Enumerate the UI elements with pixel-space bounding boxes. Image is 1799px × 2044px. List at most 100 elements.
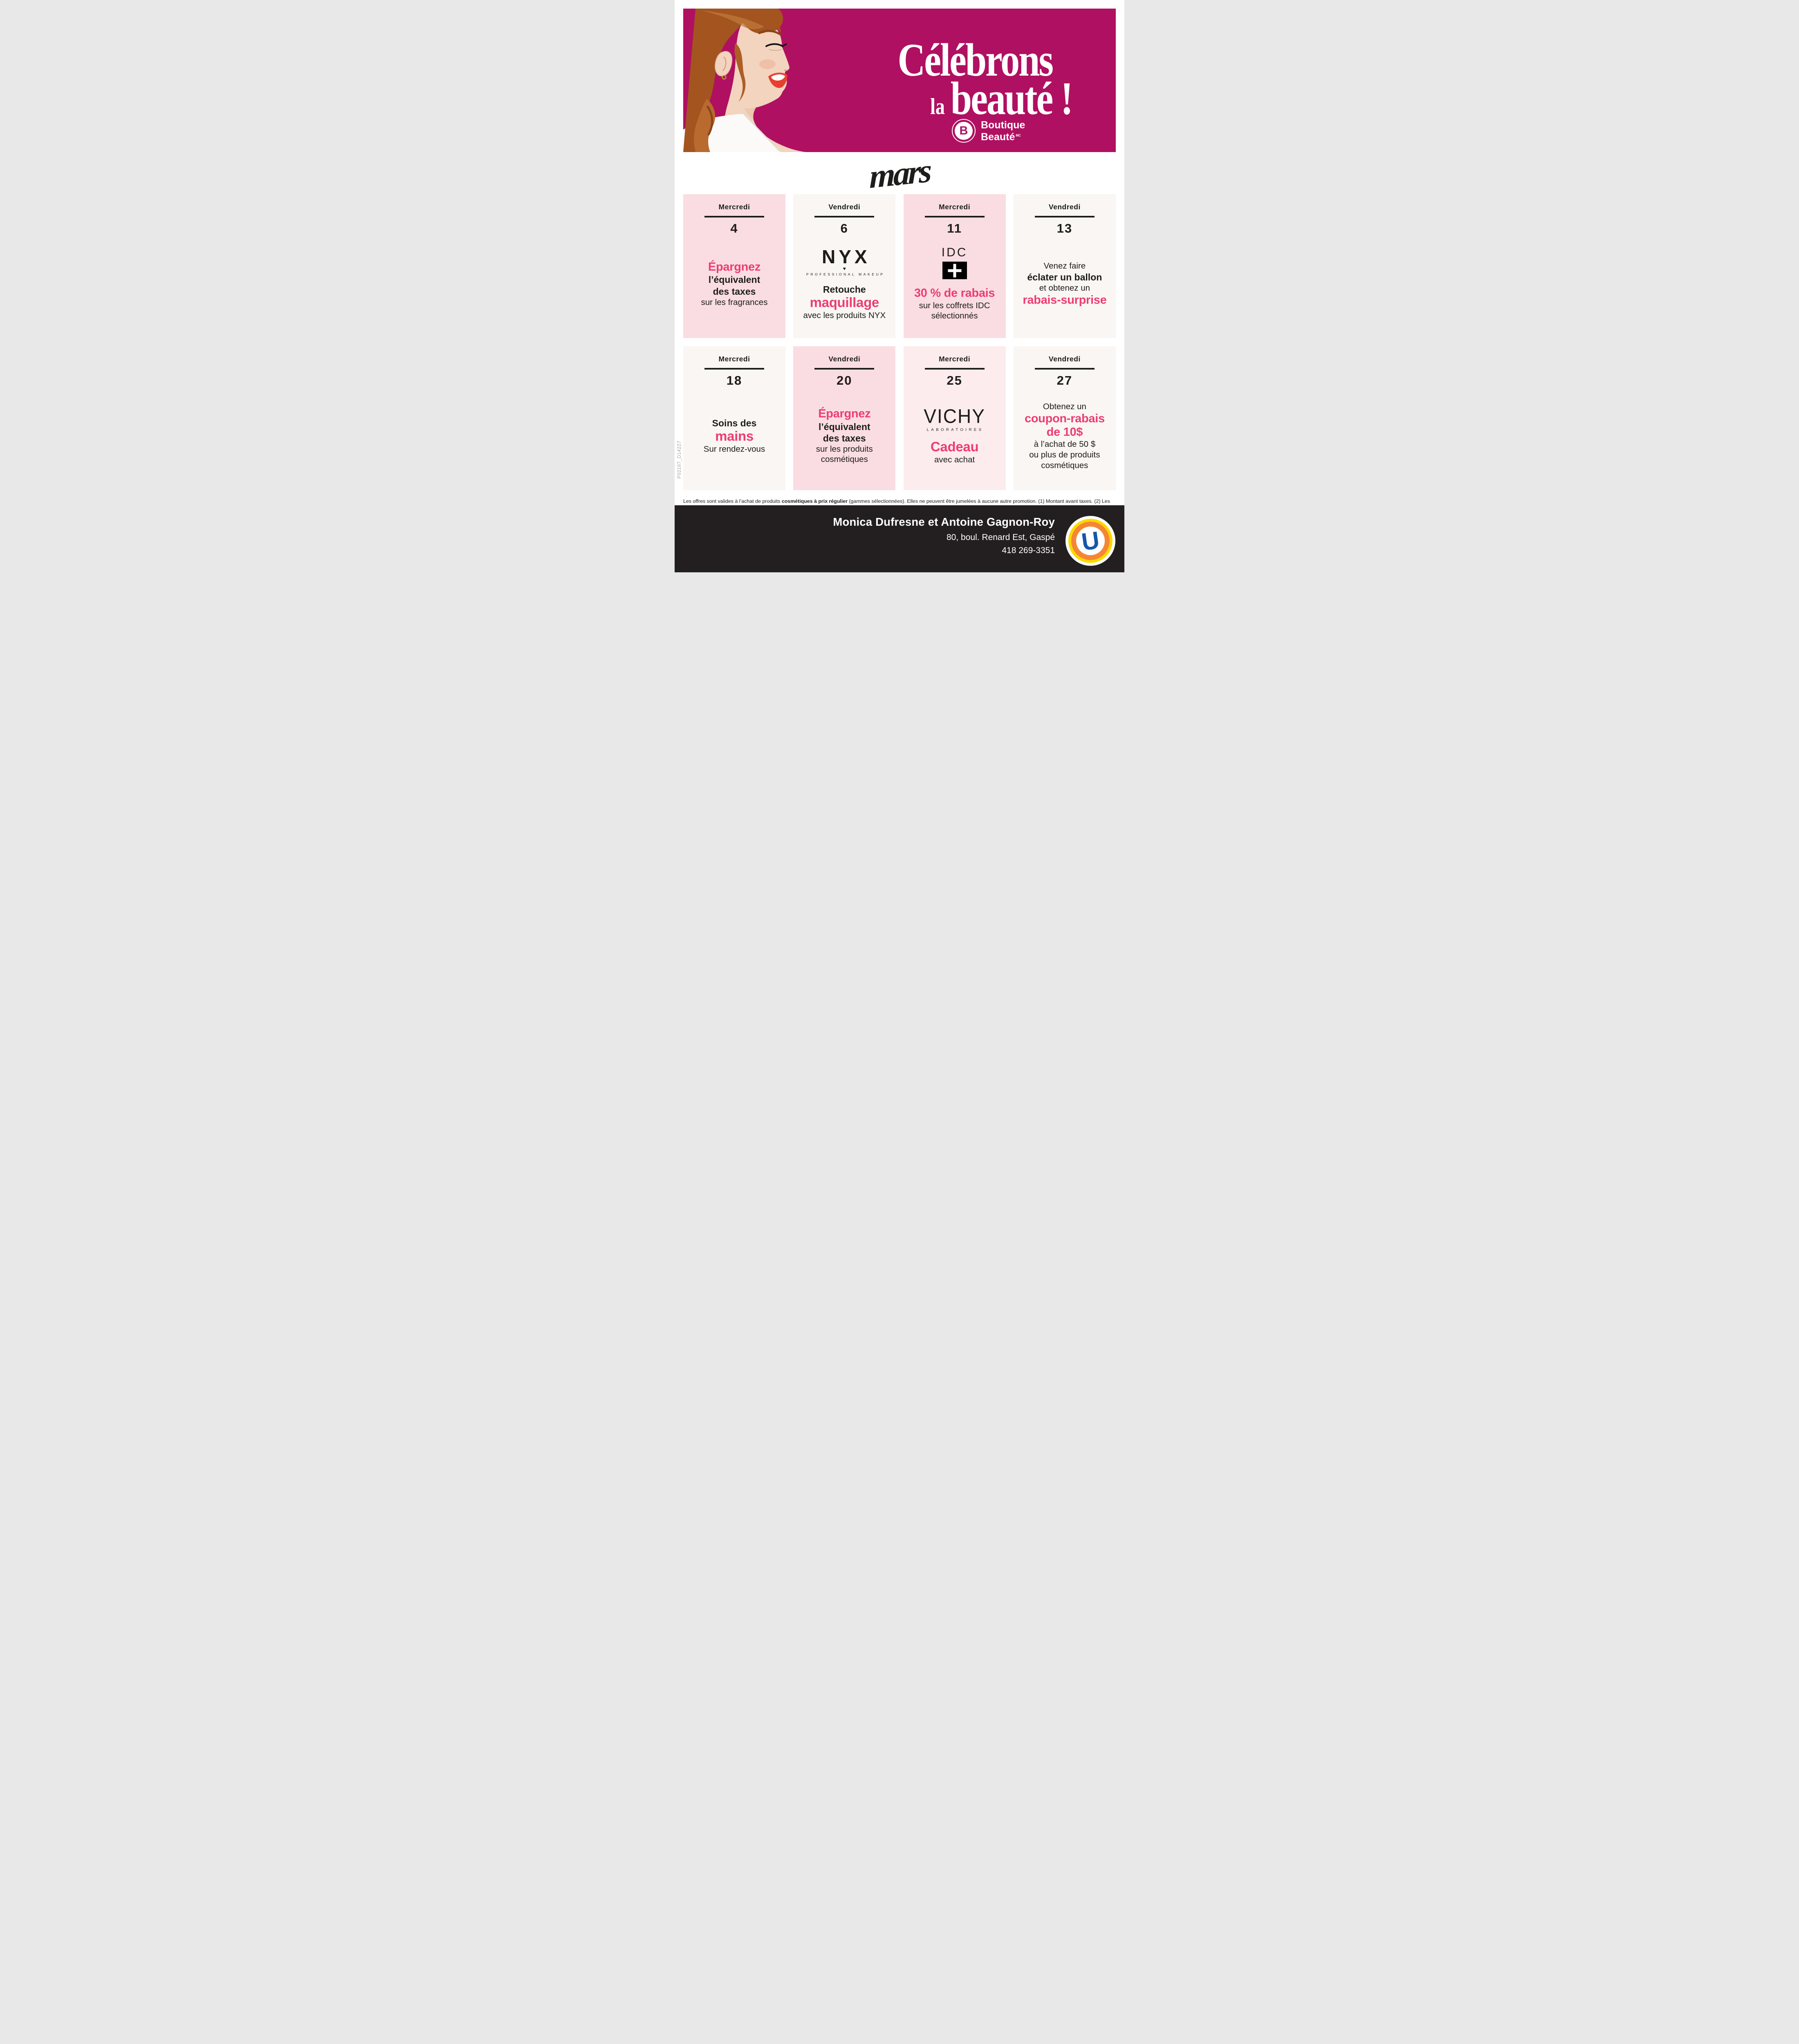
- card-content: VICHY LABORATOIRES Cadeau avec achat: [904, 388, 1006, 491]
- offer-lines: Cadeau avec achat: [908, 439, 1002, 465]
- offer-card-18: Mercredi 18 Soins des mains Sur rendez-vous: [683, 346, 785, 490]
- brand-name-line2: Beauté: [981, 131, 1015, 143]
- idc-wordmark: IDC: [941, 246, 968, 260]
- offer-line: avec achat: [934, 455, 975, 465]
- offer-lines: Épargnez l’équivalent des taxes sur les fra…: [687, 260, 781, 307]
- offer-line: sur les coffrets IDC: [919, 300, 990, 310]
- day-label: Mercredi: [718, 355, 750, 363]
- plus-box-icon: [942, 262, 967, 280]
- model-ear: [715, 51, 733, 80]
- day-label: Vendredi: [1048, 203, 1081, 211]
- model-photo: [683, 9, 855, 152]
- card-content: IDC 30 % de rabais sur les coffrets IDC sél…: [904, 236, 1006, 338]
- offer-line: cosmétiques: [821, 455, 868, 464]
- date-number: 27: [1057, 373, 1073, 388]
- production-code: P02167_D14227: [677, 441, 682, 479]
- month-heading: mars: [675, 152, 1124, 195]
- offer-line: sur les produits: [816, 444, 873, 454]
- offers-grid: Mercredi 4 Épargnez l’équivalent des taxes su…: [683, 194, 1116, 490]
- day-divider: [814, 216, 875, 217]
- model-hair: [683, 9, 783, 152]
- offer-line: Retouche: [823, 284, 866, 295]
- day-label: Mercredi: [718, 203, 750, 211]
- brand-name-line1: Boutique: [981, 119, 1025, 131]
- date-number: 6: [840, 221, 848, 235]
- offer-line: Obtenez un: [1043, 401, 1086, 411]
- offer-line: rabais-surprise: [1023, 293, 1107, 307]
- offer-line: maquillage: [810, 294, 879, 310]
- day-divider: [814, 368, 875, 370]
- store-info: Monica Dufresne et Antoine Gagnon-Roy 80…: [833, 515, 1055, 556]
- boutique-beaute-logo: B Boutique Beauté MC: [952, 119, 1025, 143]
- day-divider: [924, 216, 985, 217]
- store-owners: Monica Dufresne et Antoine Gagnon-Roy: [833, 515, 1055, 528]
- day-divider: [704, 368, 764, 370]
- offer-lines: Épargnez l’équivalent des taxes sur les pro…: [797, 407, 891, 465]
- offer-line: sélectionnés: [931, 311, 978, 321]
- offer-line: Cadeau: [930, 439, 979, 455]
- offer-line: Venez faire: [1043, 261, 1086, 271]
- campaign-title-line1: Célébrons: [897, 34, 1054, 86]
- date-number: 11: [947, 221, 962, 235]
- offer-lines: Venez faire éclater un ballon et obtenez u…: [1018, 261, 1112, 307]
- offer-card-4: Mercredi 4 Épargnez l’équivalent des taxes su…: [683, 194, 785, 338]
- store-phone: 418 269-3351: [1002, 546, 1055, 555]
- day-label: Mercredi: [939, 203, 971, 211]
- offer-line: 30 % de rabais: [914, 287, 995, 300]
- card-content: Épargnez l’équivalent des taxes sur les pro…: [793, 388, 895, 491]
- model-face-details: [758, 30, 788, 88]
- offer-line: des taxes: [823, 433, 866, 444]
- offer-card-25: Mercredi 25 VICHY LABORATOIRES Cadeau avec ac…: [903, 346, 1006, 491]
- offer-line: à l’achat de 50 $: [1034, 439, 1096, 449]
- card-content: NYX ♥ PROFESSIONAL MAKEUP Retouche maquillag…: [793, 236, 895, 338]
- day-divider: [924, 368, 985, 370]
- offer-line: l’équivalent: [708, 274, 760, 285]
- flyer-page: Célébrons la beauté ! B Boutique Beauté MC…: [675, 0, 1124, 572]
- offer-lines: Soins des mains Sur rendez-vous: [687, 417, 781, 455]
- date-number: 20: [837, 373, 852, 388]
- card-content: Soins des mains Sur rendez-vous: [683, 388, 785, 491]
- offer-line: avec les produits NYX: [803, 310, 886, 320]
- offer-line: sur les fragrances: [701, 297, 768, 307]
- boutique-beaute-initial: B: [955, 122, 973, 140]
- campaign-title-la: la: [930, 94, 945, 119]
- offer-line: Épargnez: [818, 407, 871, 421]
- offer-lines: Obtenez un coupon-rabais de 10$ à l’achat d…: [1018, 401, 1112, 471]
- offer-line: des taxes: [713, 286, 756, 297]
- day-label: Vendredi: [828, 203, 861, 211]
- campaign-banner: Célébrons la beauté ! B Boutique Beauté MC: [683, 9, 1116, 152]
- boutique-beaute-name: Boutique Beauté MC: [981, 120, 1025, 142]
- offer-card-20: Vendredi 20 Épargnez l’équivalent des taxes s…: [793, 346, 896, 491]
- offer-line: éclater un ballon: [1027, 272, 1102, 283]
- offer-line: de 10$: [1046, 425, 1083, 439]
- nyx-logo: NYX ♥ PROFESSIONAL MAKEUP: [797, 247, 891, 276]
- store-address: 80, boul. Renard Est, Gaspé: [947, 533, 1055, 542]
- day-label: Mercredi: [939, 355, 971, 363]
- campaign-title-beaute: beauté !: [950, 72, 1073, 125]
- card-content: Obtenez un coupon-rabais de 10$ à l’achat d…: [1014, 388, 1116, 491]
- date-number: 25: [947, 373, 962, 388]
- day-divider: [1034, 368, 1095, 370]
- day-divider: [1034, 216, 1095, 217]
- vichy-wordmark: VICHY: [924, 405, 985, 428]
- date-number: 18: [726, 373, 742, 388]
- uniprix-logo: U: [1065, 516, 1115, 566]
- offer-card-13: Vendredi 13 Venez faire éclater un ballon et…: [1013, 194, 1116, 338]
- offer-line: l’équivalent: [819, 421, 870, 432]
- card-content: Venez faire éclater un ballon et obtenez u…: [1014, 236, 1116, 338]
- legal-bold: cosmétiques à prix régulier: [781, 498, 848, 504]
- offer-lines: 30 % de rabais sur les coffrets IDC sélect…: [908, 287, 1002, 321]
- offer-card-6: Vendredi 6 NYX ♥ PROFESSIONAL MAKEUP Retouche…: [793, 194, 896, 338]
- legal-pre: Les offres sont valides à l’achat de pro…: [683, 498, 782, 504]
- vichy-logo: VICHY LABORATOIRES: [908, 405, 1002, 432]
- offer-card-11: Mercredi 11 IDC 30 % de rabais sur les coffr…: [903, 194, 1006, 338]
- nyx-wordmark: NYX: [822, 246, 870, 267]
- offer-line: Sur rendez-vous: [703, 444, 765, 454]
- date-number: 13: [1057, 221, 1073, 235]
- date-number: 4: [730, 221, 738, 235]
- idc-logo: IDC: [908, 246, 1002, 280]
- trademark-label: MC: [1016, 133, 1021, 137]
- offer-line: Épargnez: [708, 260, 761, 274]
- nyx-tagline: PROFESSIONAL MAKEUP: [806, 272, 885, 276]
- heart-icon: ♥: [843, 265, 846, 271]
